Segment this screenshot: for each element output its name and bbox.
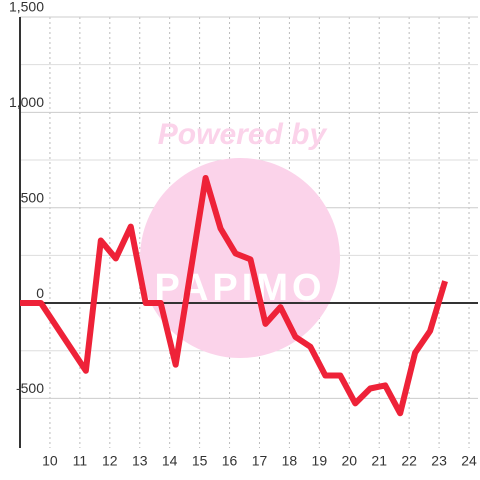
y-tick-label: -500: [16, 380, 44, 396]
x-tick-label: 11: [73, 453, 88, 469]
x-tick-label: 14: [162, 453, 178, 469]
x-tick-label: 23: [431, 453, 447, 469]
watermark-logo: PAPIMO: [154, 267, 325, 309]
watermark-text: Powered by: [158, 118, 328, 151]
x-tick-label: 15: [192, 453, 208, 469]
x-tick-label: 22: [401, 453, 417, 469]
x-tick-label: 24: [461, 453, 477, 469]
line-series: [20, 174, 448, 417]
y-tick-label: 1,000: [9, 94, 44, 110]
x-tick-label: 12: [102, 453, 118, 469]
y-tick-label: 500: [21, 189, 45, 205]
x-tick-label: 13: [132, 453, 148, 469]
y-tick-label: 0: [36, 285, 44, 301]
x-tick-label: 16: [222, 453, 238, 469]
x-tick-label: 21: [371, 453, 387, 469]
y-tick-label: 1,500: [9, 0, 44, 15]
x-tick-label: 17: [252, 453, 268, 469]
x-tick-label: 18: [282, 453, 298, 469]
x-tick-label: 20: [341, 453, 357, 469]
x-tick-label: 19: [312, 453, 328, 469]
x-tick-label: 10: [42, 453, 58, 469]
